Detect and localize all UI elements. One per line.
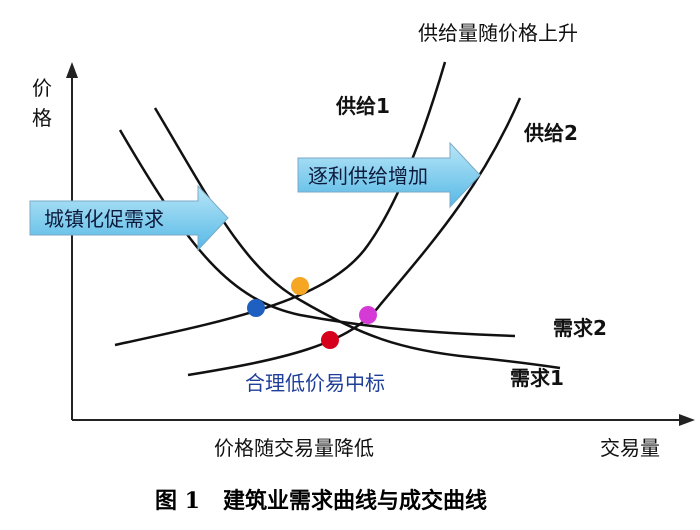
point-magenta bbox=[359, 306, 377, 324]
price-fall-annotation: 价格随交易量降低 bbox=[214, 436, 374, 460]
supply1-curve bbox=[114, 61, 447, 347]
point-blue bbox=[247, 299, 265, 317]
reasonable-low-price-annotation: 合理低价易中标 bbox=[245, 371, 385, 395]
supply2-curve bbox=[187, 97, 522, 377]
y-axis-arrowhead bbox=[66, 62, 78, 78]
supply1-label: 供给1 bbox=[335, 94, 390, 118]
y-axis-label-char1: 价 bbox=[32, 76, 52, 100]
point-orange bbox=[291, 277, 309, 295]
gradual-supply-arrow: 逐利供给增加 bbox=[297, 141, 481, 209]
demand1-label: 需求1 bbox=[510, 366, 564, 390]
demand2-label: 需求2 bbox=[553, 316, 607, 340]
y-axis-label-char2: 格 bbox=[32, 106, 52, 130]
figure-caption: 图 1 建筑业需求曲线与成交曲线 bbox=[155, 488, 487, 514]
demand1-curve bbox=[153, 107, 561, 370]
point-red bbox=[321, 331, 339, 349]
x-axis-arrowhead bbox=[679, 414, 695, 426]
supply-rise-annotation: 供给量随价格上升 bbox=[418, 21, 578, 45]
urbanization-arrow-label: 城镇化促需求 bbox=[44, 207, 164, 231]
urbanization-arrow: 城镇化促需求 bbox=[29, 184, 229, 252]
x-axis-label: 交易量 bbox=[600, 436, 660, 460]
supply2-label: 供给2 bbox=[523, 121, 578, 145]
gradual-supply-arrow-label: 逐利供给增加 bbox=[308, 164, 428, 188]
